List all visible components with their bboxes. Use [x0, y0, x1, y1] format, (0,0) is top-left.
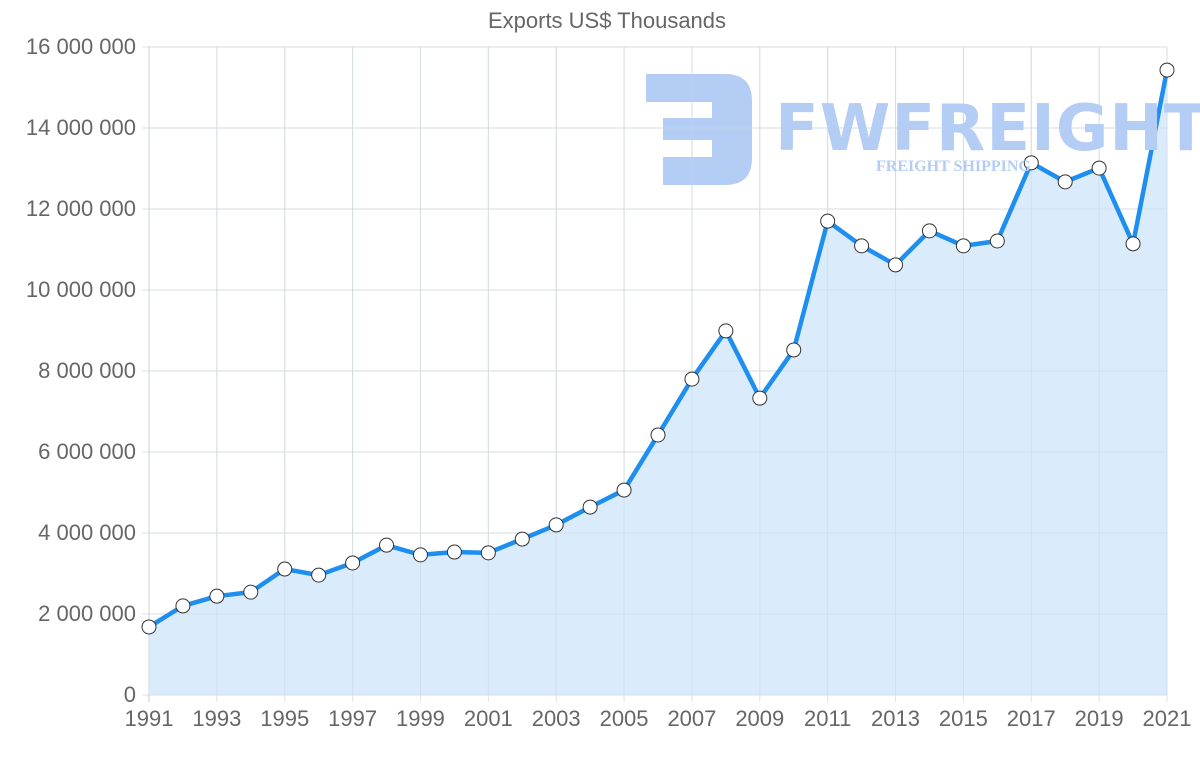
x-tick-label: 2015	[938, 706, 988, 731]
x-tick-label: 2011	[804, 706, 852, 731]
watermark-logo-icon	[646, 74, 752, 185]
data-point-2009[interactable]	[752, 390, 768, 406]
data-point-2005[interactable]	[616, 482, 632, 498]
x-tick-label: 2003	[531, 706, 581, 731]
data-point-2001[interactable]	[480, 545, 496, 561]
data-point-2006[interactable]	[650, 427, 666, 443]
watermark-tagline: FREIGHT SHIPPING	[876, 158, 1031, 175]
data-point-1991[interactable]	[141, 619, 157, 635]
data-point-1999[interactable]	[412, 547, 428, 563]
y-tick-label: 10 000 000	[25, 277, 136, 302]
y-tick-label: 0	[123, 682, 136, 707]
x-tick-label: 2021	[1142, 706, 1192, 731]
x-tick-label: 2007	[667, 706, 717, 731]
data-point-1992[interactable]	[175, 598, 191, 614]
x-tick-label: 1995	[260, 706, 310, 731]
x-tick-label: 2013	[871, 706, 921, 731]
x-tick-label: 2005	[599, 706, 649, 731]
data-point-2017[interactable]	[1023, 155, 1039, 171]
x-tick-label: 1991	[124, 706, 174, 731]
data-point-2011[interactable]	[820, 213, 836, 229]
data-point-2002[interactable]	[514, 531, 530, 547]
data-point-2003[interactable]	[548, 517, 564, 533]
data-point-2018[interactable]	[1057, 174, 1073, 190]
y-tick-label: 6 000 000	[38, 439, 136, 464]
data-point-2012[interactable]	[854, 238, 870, 254]
x-tick-label: 2019	[1074, 706, 1124, 731]
x-tick-label: 1997	[328, 706, 378, 731]
data-point-2016[interactable]	[989, 233, 1005, 249]
data-point-1996[interactable]	[311, 567, 327, 583]
data-point-2021[interactable]	[1159, 62, 1175, 78]
data-point-2004[interactable]	[582, 499, 598, 515]
y-tick-label: 12 000 000	[25, 196, 136, 221]
data-point-2010[interactable]	[786, 342, 802, 358]
data-point-2015[interactable]	[955, 238, 971, 254]
y-tick-label: 2 000 000	[38, 601, 136, 626]
x-tick-label: 2009	[735, 706, 785, 731]
watermark-brand: FWFREIGHT	[775, 92, 1200, 166]
data-point-1997[interactable]	[345, 555, 361, 571]
data-point-2007[interactable]	[684, 371, 700, 387]
data-point-1994[interactable]	[243, 584, 259, 600]
data-point-2014[interactable]	[921, 223, 937, 239]
data-point-1995[interactable]	[277, 561, 293, 577]
x-tick-label: 2017	[1006, 706, 1056, 731]
series-exports	[141, 46, 1175, 696]
data-point-2013[interactable]	[888, 257, 904, 273]
data-point-2020[interactable]	[1125, 236, 1141, 252]
x-tick-label: 2001	[463, 706, 513, 731]
y-tick-label: 16 000 000	[25, 34, 136, 59]
data-point-2019[interactable]	[1091, 160, 1107, 176]
data-point-1993[interactable]	[209, 588, 225, 604]
data-point-2008[interactable]	[718, 323, 734, 339]
y-tick-label: 4 000 000	[38, 520, 136, 545]
chart-title: Exports US$ Thousands	[487, 8, 727, 33]
x-tick-label: 1993	[192, 706, 242, 731]
y-tick-label: 14 000 000	[25, 115, 136, 140]
x-tick-label: 1999	[395, 706, 445, 731]
data-point-1998[interactable]	[379, 537, 395, 553]
y-tick-label: 8 000 000	[38, 358, 136, 383]
data-point-2000[interactable]	[446, 544, 462, 560]
